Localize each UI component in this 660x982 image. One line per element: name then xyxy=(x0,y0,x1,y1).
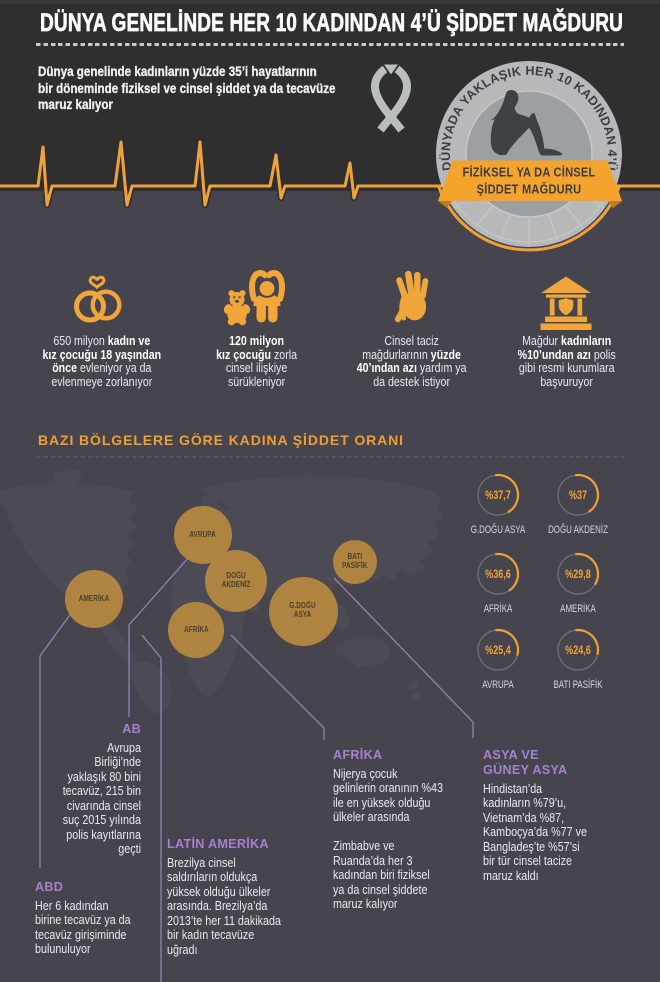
svg-text:%24,6: %24,6 xyxy=(565,645,591,657)
svg-text:ŞİDDET MAĞDURU: ŞİDDET MAĞDURU xyxy=(477,181,582,197)
svg-text:%25,4: %25,4 xyxy=(485,645,511,657)
svg-text:%29,8: %29,8 xyxy=(565,569,591,581)
svg-text:%37,7: %37,7 xyxy=(485,490,511,502)
svg-text:%37: %37 xyxy=(569,490,587,502)
svg-text:FİZİKSEL YA DA CİNSEL: FİZİKSEL YA DA CİNSEL xyxy=(462,164,595,180)
svg-text:%36,6: %36,6 xyxy=(485,569,511,581)
